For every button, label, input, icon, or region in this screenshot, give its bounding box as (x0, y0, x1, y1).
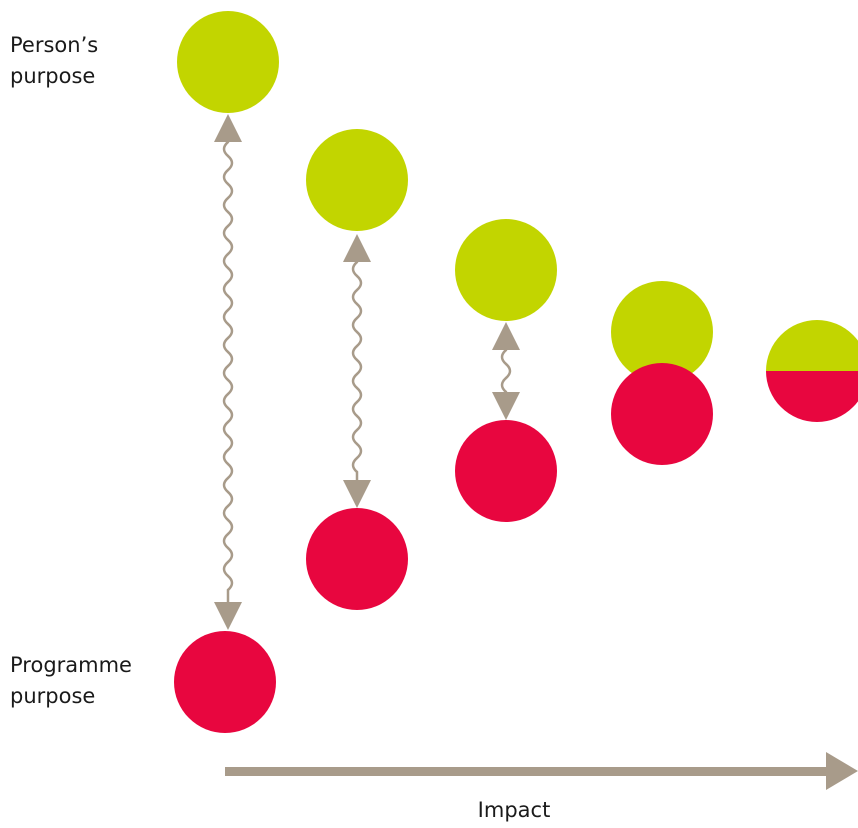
persons-purpose-label: Person’s purpose (10, 33, 99, 88)
programme-purpose-circle (306, 508, 408, 610)
arrowhead-down (343, 480, 371, 508)
programme-purpose-circle (611, 363, 713, 465)
programme-purpose-half-circle (766, 371, 858, 422)
person-purpose-half-circle (766, 320, 858, 371)
wavy-connector (500, 348, 512, 394)
arrowhead-up (343, 234, 371, 262)
stage-2 (306, 129, 408, 610)
person-purpose-circle (306, 129, 408, 231)
stage-3 (455, 219, 557, 522)
programme-purpose-label: Programme purpose (10, 653, 132, 708)
wavy-connector (222, 140, 234, 604)
wavy-connector (351, 260, 363, 482)
person-purpose-circle (177, 11, 279, 113)
impact-arrow (225, 752, 858, 790)
arrowhead-down (214, 602, 242, 630)
person-purpose-circle (611, 281, 713, 383)
impact-arrow-shaft (225, 767, 835, 776)
arrowhead-up (492, 322, 520, 350)
impact-arrowhead (826, 752, 858, 790)
stage-1 (174, 11, 279, 733)
arrowhead-down (492, 392, 520, 420)
stage-5 (766, 320, 858, 422)
programme-purpose-circle (174, 631, 276, 733)
arrowhead-up (214, 114, 242, 142)
stage-4 (611, 281, 713, 465)
impact-label: Impact (477, 798, 551, 822)
person-purpose-circle (455, 219, 557, 321)
programme-purpose-circle (455, 420, 557, 522)
